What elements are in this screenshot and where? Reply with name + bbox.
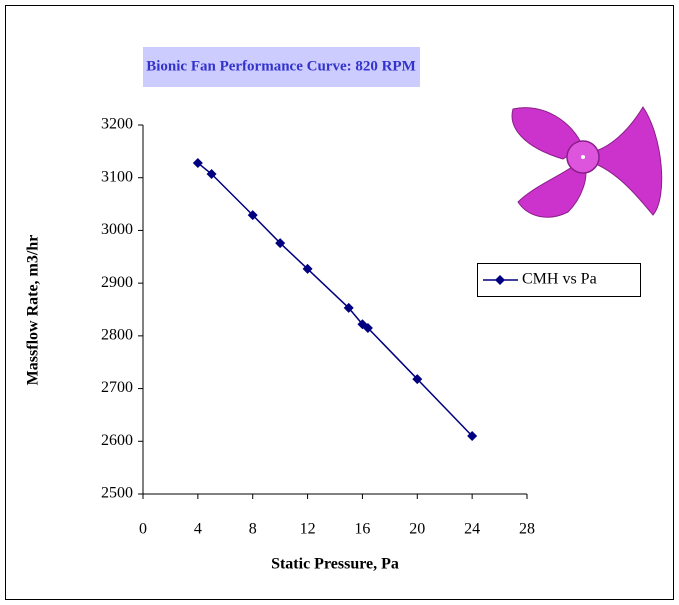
x-tick-label: 8 — [249, 521, 257, 538]
data-point — [343, 302, 354, 313]
x-tick-label: 16 — [354, 521, 370, 538]
data-point — [467, 431, 478, 442]
x-axis-label: Static Pressure, Pa — [271, 556, 399, 573]
data-point — [192, 157, 203, 168]
y-tick-label: 2600 — [101, 432, 133, 449]
data-point — [302, 263, 313, 274]
data-point — [206, 169, 217, 180]
data-point — [362, 322, 373, 333]
x-tick-label: 0 — [139, 521, 147, 538]
y-axis-label: Massflow Rate, m3/hr — [25, 235, 42, 386]
y-tick-label: 3000 — [101, 221, 133, 238]
data-point — [247, 210, 258, 221]
legend-label: CMH vs Pa — [522, 271, 597, 288]
y-tick-label: 2700 — [101, 379, 133, 396]
title-box — [143, 47, 420, 87]
fan-image — [511, 106, 663, 218]
y-tick-label: 2900 — [101, 274, 133, 291]
chart-border — [5, 5, 674, 600]
y-tick-label: 3200 — [101, 116, 133, 133]
data-point — [412, 374, 423, 385]
x-tick-label: 24 — [464, 521, 480, 538]
x-tick-label: 12 — [300, 521, 316, 538]
x-tick-label: 4 — [194, 521, 202, 538]
y-tick-label: 3100 — [101, 168, 133, 185]
x-tick-label: 20 — [409, 521, 425, 538]
chart-title: Bionic Fan Performance Curve: 820 RPM — [146, 58, 416, 74]
x-tick-label: 28 — [519, 521, 535, 538]
data-point — [275, 238, 286, 249]
y-tick-label: 2800 — [101, 327, 133, 344]
data-line — [197, 162, 473, 437]
legend-marker — [495, 275, 505, 285]
y-tick-label: 2500 — [101, 485, 133, 502]
